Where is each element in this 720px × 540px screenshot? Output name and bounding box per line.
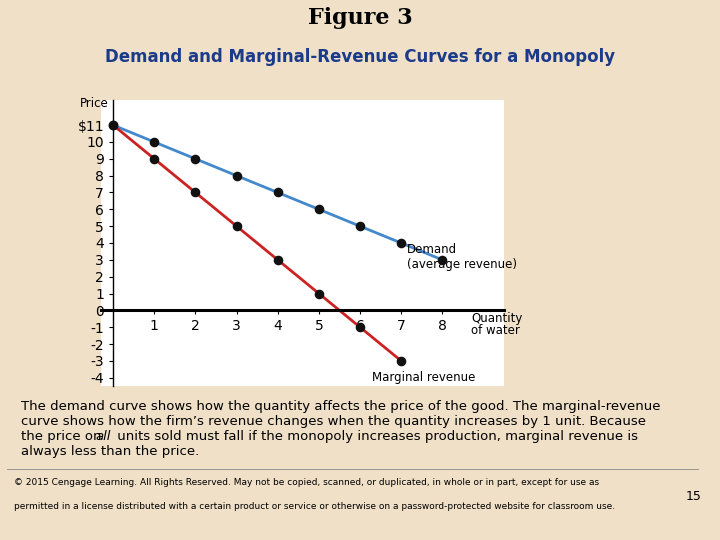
Point xyxy=(354,222,366,231)
Point xyxy=(272,188,284,197)
Point xyxy=(231,171,243,180)
Text: © 2015 Cengage Learning. All Rights Reserved. May not be copied, scanned, or dup: © 2015 Cengage Learning. All Rights Rese… xyxy=(14,478,600,487)
Text: curve shows how the firm’s revenue changes when the quantity increases by 1 unit: curve shows how the firm’s revenue chang… xyxy=(22,415,647,428)
Point xyxy=(231,222,243,231)
Text: Quantity: Quantity xyxy=(471,312,523,325)
Point xyxy=(189,188,201,197)
Point xyxy=(436,255,448,264)
Point xyxy=(313,205,325,214)
Point xyxy=(107,121,119,130)
Point xyxy=(354,323,366,332)
Point xyxy=(107,121,119,130)
Text: Marginal revenue: Marginal revenue xyxy=(372,371,476,384)
Point xyxy=(148,154,160,163)
Text: the price on: the price on xyxy=(22,430,106,443)
Point xyxy=(395,239,407,247)
Point xyxy=(313,289,325,298)
Text: Price: Price xyxy=(80,97,109,110)
Text: The demand curve shows how the quantity affects the price of the good. The margi: The demand curve shows how the quantity … xyxy=(22,400,661,413)
Text: Demand and Marginal-Revenue Curves for a Monopoly: Demand and Marginal-Revenue Curves for a… xyxy=(105,48,615,66)
Text: Figure 3: Figure 3 xyxy=(307,8,413,29)
Text: 15: 15 xyxy=(686,490,702,503)
Text: of water: of water xyxy=(471,324,520,337)
Text: Demand: Demand xyxy=(408,243,457,256)
Point xyxy=(189,154,201,163)
Point xyxy=(272,255,284,264)
Point xyxy=(148,138,160,146)
Text: always less than the price.: always less than the price. xyxy=(22,445,199,458)
Text: units sold must fall if the monopoly increases production, marginal revenue is: units sold must fall if the monopoly inc… xyxy=(112,430,637,443)
Text: permitted in a license distributed with a certain product or service or otherwis: permitted in a license distributed with … xyxy=(14,502,616,511)
Point xyxy=(395,356,407,365)
Text: (average revenue): (average revenue) xyxy=(408,258,517,272)
Text: all: all xyxy=(96,430,111,443)
